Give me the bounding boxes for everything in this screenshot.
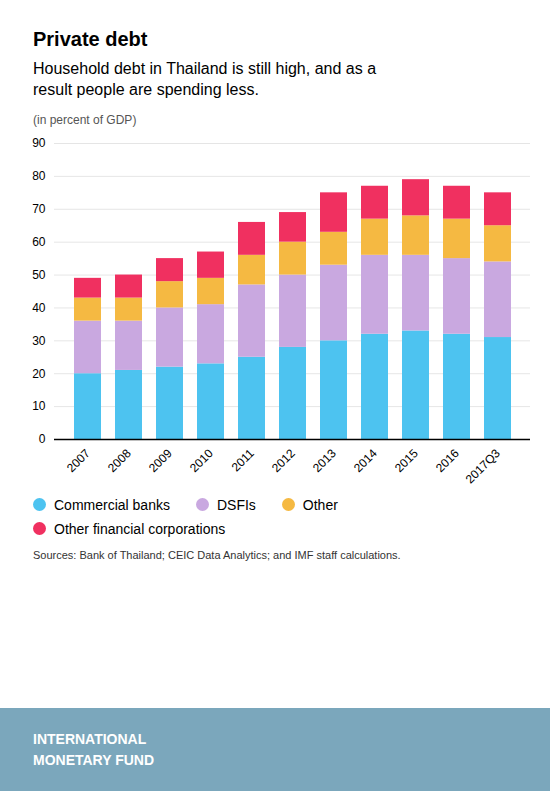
svg-text:2008: 2008	[105, 446, 134, 475]
svg-text:2016: 2016	[433, 446, 462, 475]
svg-text:60: 60	[32, 235, 46, 249]
svg-text:2010: 2010	[187, 446, 216, 475]
svg-text:80: 80	[32, 169, 46, 183]
svg-text:2011: 2011	[229, 446, 257, 474]
html-text:(in percent of GDP): (in percent of GDP)	[33, 112, 137, 127]
svg-text:2007: 2007	[64, 446, 93, 475]
svg-text:2017Q3: 2017Q3	[463, 446, 503, 486]
svg-text:2012: 2012	[269, 446, 298, 475]
svg-text:0: 0	[39, 432, 46, 446]
html-text:Private debt: Private debt	[33, 28, 148, 50]
svg-text:10: 10	[32, 399, 46, 413]
svg-text:90: 90	[32, 136, 46, 150]
svg-text:40: 40	[32, 300, 46, 314]
html-text:INTERNATIONAL MONETARY FUND: INTERNATIONAL MONETARY FUND	[33, 730, 155, 768]
svg-text:50: 50	[32, 267, 46, 281]
svg-text:2015: 2015	[392, 446, 421, 475]
svg-text:30: 30	[32, 333, 46, 347]
svg-text:2009: 2009	[146, 446, 175, 475]
html-text:Commercial banks: Commercial banks	[54, 496, 170, 513]
svg-text:20: 20	[32, 366, 46, 380]
html-text:DSFIs: DSFIs	[216, 496, 256, 513]
html-text:Sources: Bank of Thailand; CEI: Sources: Bank of Thailand; CEIC Data Ana…	[33, 548, 401, 561]
html-text:Household debt in Thailand is: Household debt in Thailand is still high…	[33, 60, 376, 98]
html-text:Other financial corporations: Other financial corporations	[54, 520, 226, 537]
svg-text:70: 70	[32, 202, 46, 216]
svg-text:2013: 2013	[310, 446, 339, 475]
svg-text:2014: 2014	[351, 446, 380, 475]
html-text:Other: Other	[302, 496, 338, 513]
